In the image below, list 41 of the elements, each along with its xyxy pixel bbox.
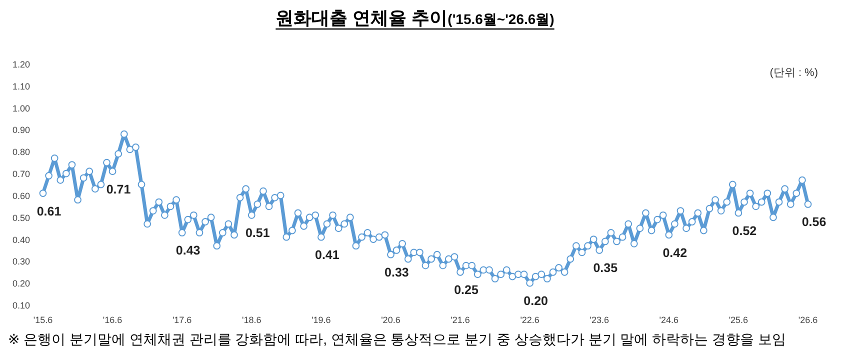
data-label: 0.61 [36, 204, 62, 218]
data-label: 0.52 [732, 224, 757, 238]
x-tick-label: '25.6 [728, 315, 748, 325]
y-tick-label: 0.50 [12, 212, 30, 223]
chart-subtitle: ('15.6월~'26.6월) [448, 11, 554, 27]
x-tick-label: '17.6 [172, 315, 192, 325]
x-tick-label: '19.6 [312, 315, 331, 325]
y-tick-label: 0.70 [12, 169, 30, 180]
y-tick-label: 1.10 [12, 81, 30, 92]
title: 원화대출 연체율 추이('15.6월~'26.6월) [276, 8, 554, 30]
y-tick-label: 0.40 [12, 234, 30, 245]
data-label: 0.25 [454, 283, 478, 298]
chart-title: 원화대출 연체율 추이 [276, 8, 448, 28]
y-tick-label: 0.80 [12, 147, 30, 158]
text: ※ 은행이 분기말에 연체채권 관리를 강화함에 따라, 연체율은 통상적으로 분기 중 상승했다가 분기 말에 하락하는 경향을 보임 [8, 331, 786, 347]
data-label: 0.20 [524, 294, 548, 308]
y-tick-label: 0.30 [12, 256, 30, 267]
y-tick-label: 0.60 [12, 190, 30, 201]
y-tick-label: 0.90 [12, 125, 30, 136]
annotation: (단위 : %) [770, 67, 818, 79]
data-label: 0.33 [384, 266, 409, 280]
y-tick-label: 1.00 [12, 103, 30, 114]
x-tick-label: '21.6 [450, 315, 470, 325]
y-tick-label: 0.10 [12, 300, 30, 310]
x-tick-label: '15.6 [33, 315, 53, 325]
x-tick-label: '16.6 [102, 315, 122, 325]
data-label: 0.41 [315, 248, 340, 262]
data-label: 0.35 [593, 261, 618, 276]
x-tick-label: '20.6 [381, 315, 400, 325]
data-label: 0.71 [106, 182, 131, 196]
x-tick-label: '24.6 [659, 315, 679, 325]
data-label: 0.43 [176, 244, 200, 258]
x-tick-label: '22.6 [520, 315, 540, 325]
x-tick-label: '23.6 [590, 315, 609, 325]
y-tick-label: 1.20 [12, 60, 30, 70]
data-label: 0.42 [662, 246, 688, 260]
y-tick-label: 0.20 [12, 278, 30, 289]
data-label: 0.51 [245, 226, 270, 240]
data-label: 0.56 [802, 215, 826, 230]
x-tick-label: '26.6 [798, 315, 818, 325]
x-tick-label: '18.6 [242, 315, 262, 325]
